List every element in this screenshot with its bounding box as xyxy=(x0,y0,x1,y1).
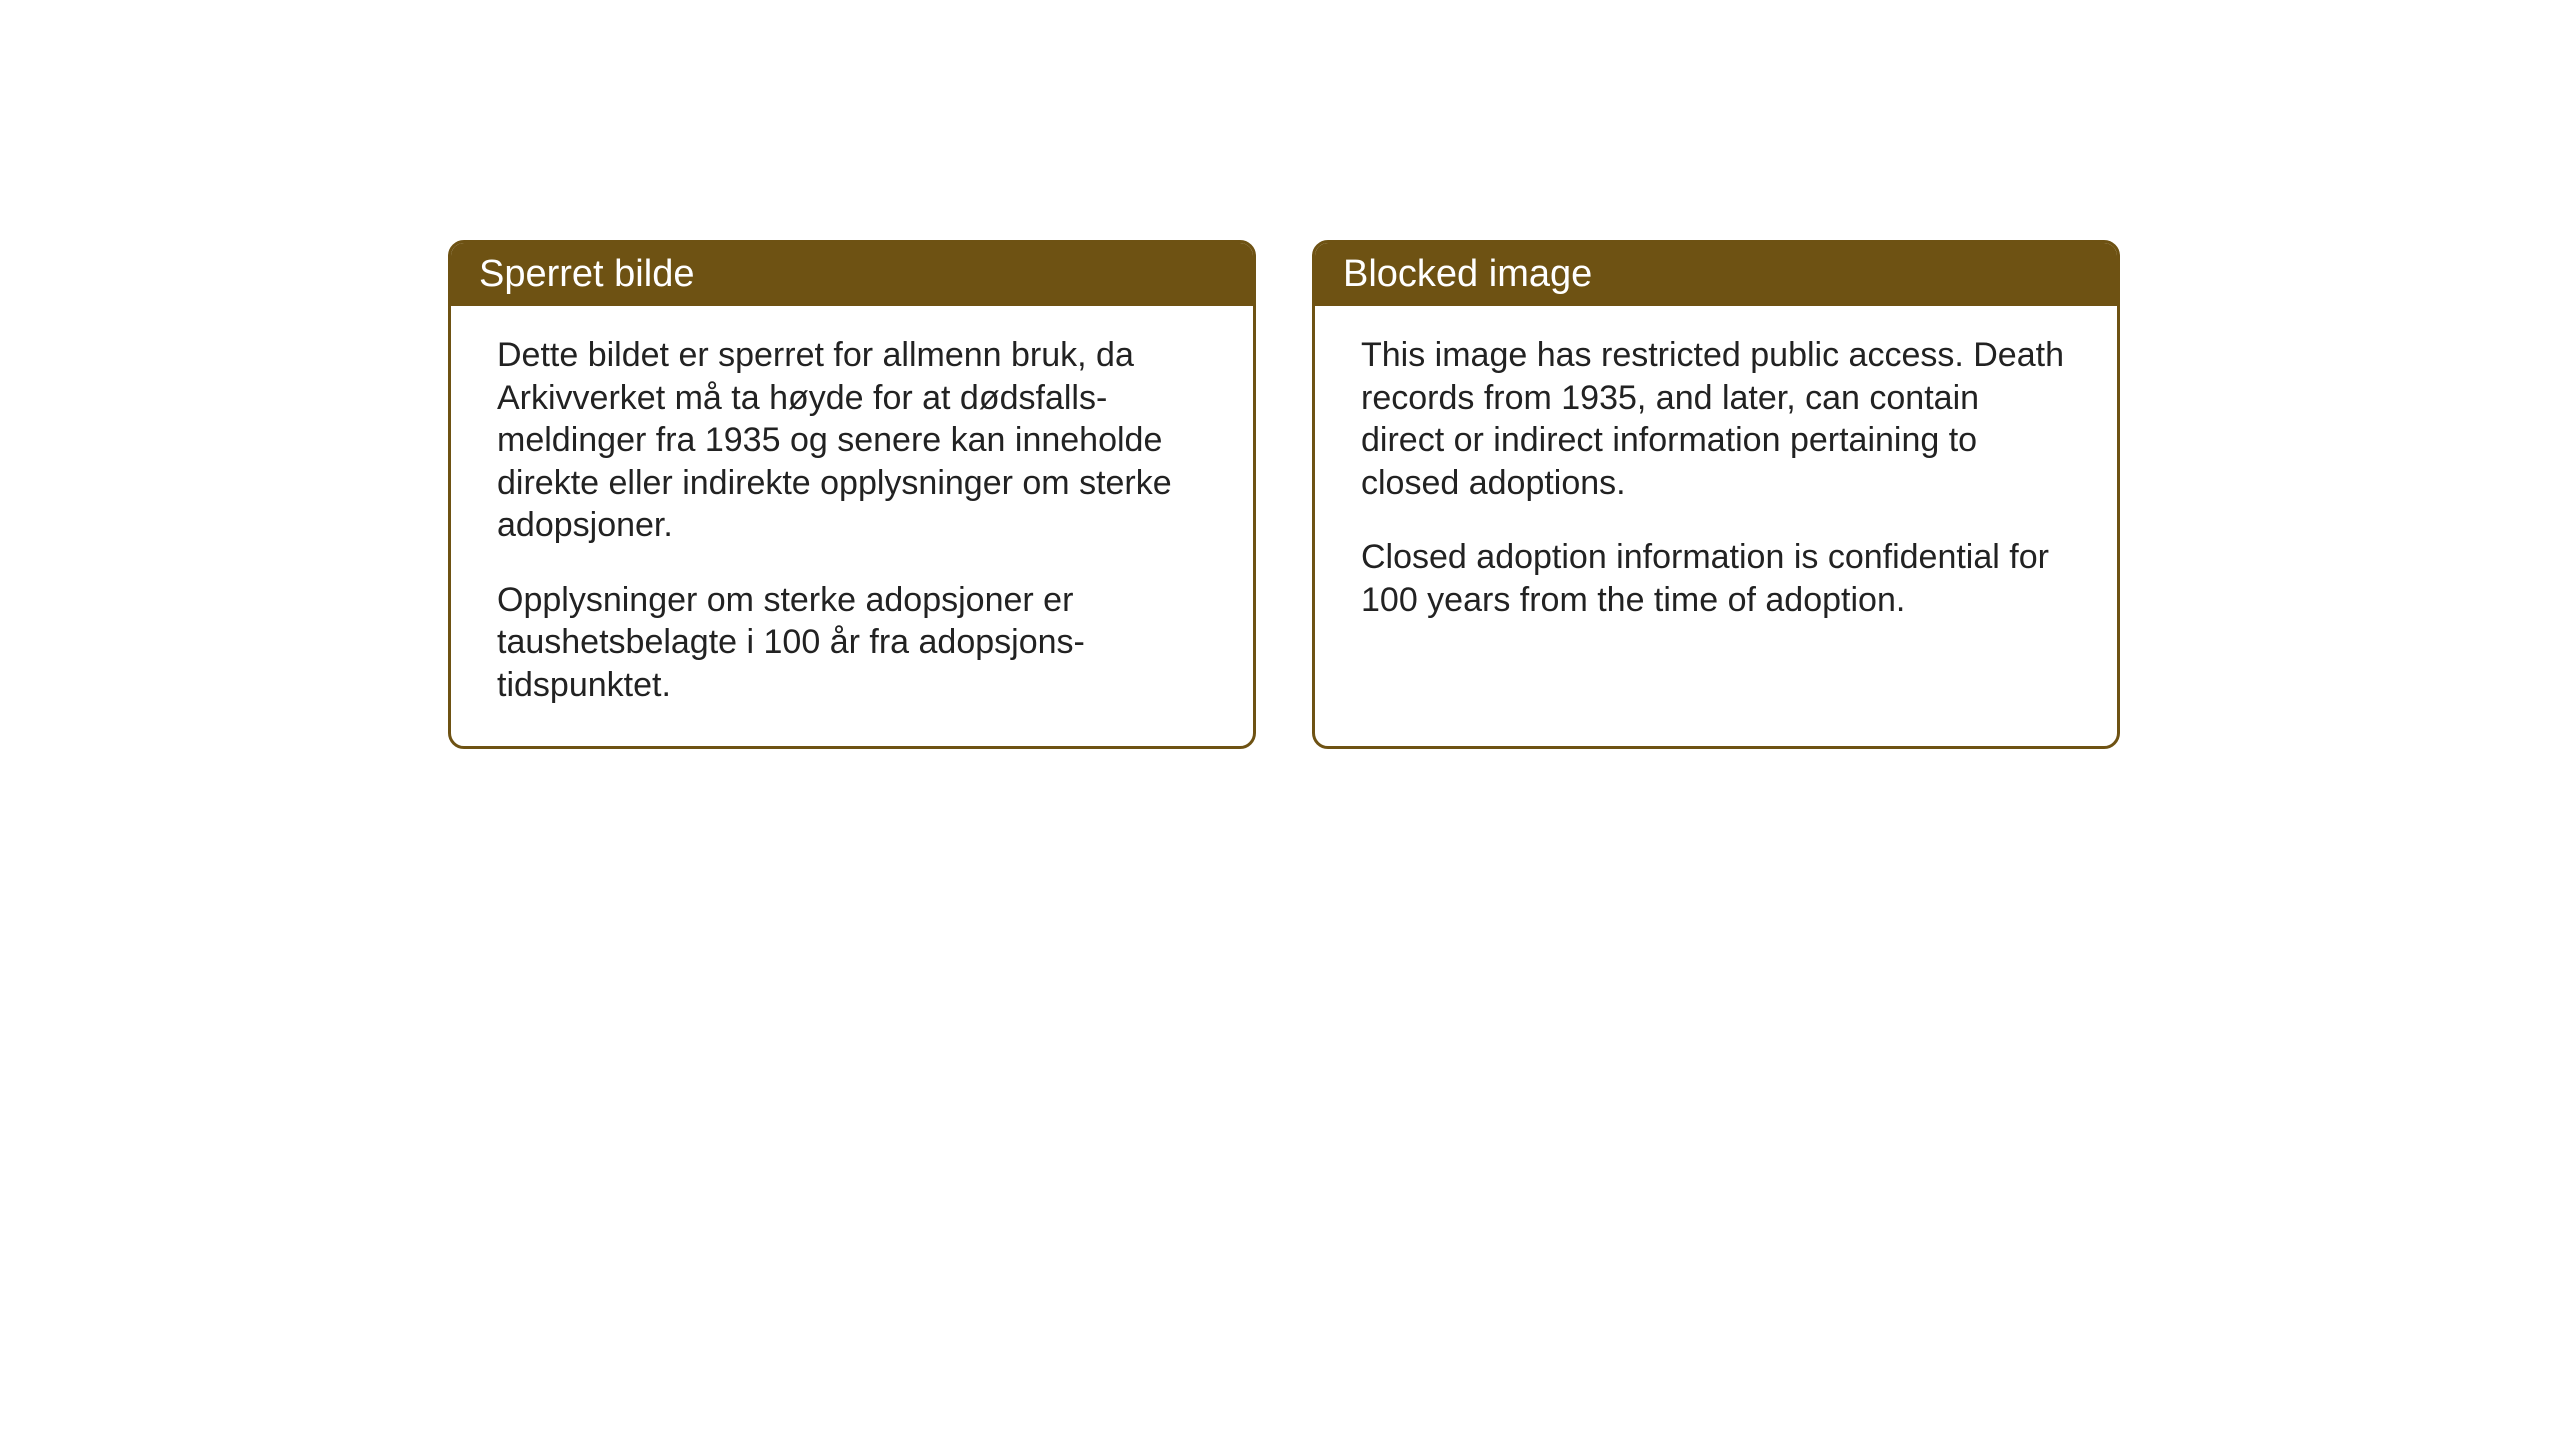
card-title-english: Blocked image xyxy=(1343,253,1592,295)
card-header-english: Blocked image xyxy=(1315,243,2117,306)
cards-container: Sperret bilde Dette bildet er sperret fo… xyxy=(448,240,2120,749)
card-paragraph-1-english: This image has restricted public access.… xyxy=(1361,334,2071,504)
card-paragraph-2-english: Closed adoption information is confident… xyxy=(1361,536,2071,621)
card-title-norwegian: Sperret bilde xyxy=(479,253,694,295)
card-norwegian: Sperret bilde Dette bildet er sperret fo… xyxy=(448,240,1256,749)
card-body-english: This image has restricted public access.… xyxy=(1315,306,2117,736)
card-english: Blocked image This image has restricted … xyxy=(1312,240,2120,749)
card-header-norwegian: Sperret bilde xyxy=(451,243,1253,306)
card-body-norwegian: Dette bildet er sperret for allmenn bruk… xyxy=(451,306,1253,746)
card-paragraph-2-norwegian: Opplysninger om sterke adopsjoner er tau… xyxy=(497,579,1207,707)
card-paragraph-1-norwegian: Dette bildet er sperret for allmenn bruk… xyxy=(497,334,1207,547)
